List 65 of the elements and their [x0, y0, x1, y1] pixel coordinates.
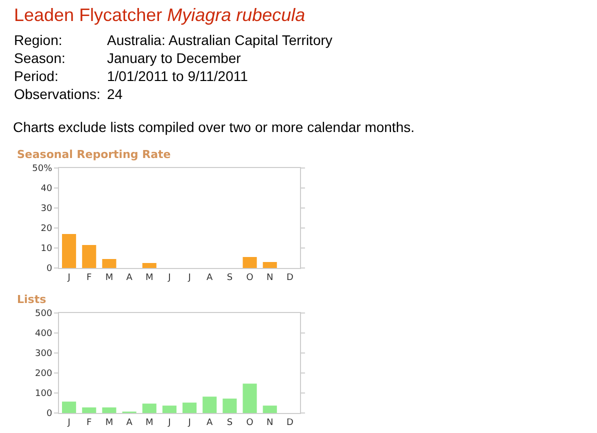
x-tick-label: J — [167, 418, 171, 428]
x-tick-label: M — [105, 418, 114, 428]
y-tick-label: 50% — [32, 164, 53, 174]
bar — [162, 406, 176, 413]
bar — [222, 398, 237, 413]
x-tick-label: J — [167, 272, 171, 283]
bar — [142, 404, 156, 413]
text: 24 — [107, 85, 124, 103]
x-tick-label: D — [286, 418, 294, 428]
bar — [102, 259, 116, 268]
y-tick-label: 10 — [40, 244, 52, 254]
y-tick-label: 500 — [35, 309, 52, 320]
x-tick-label: J — [187, 272, 191, 283]
bar — [262, 262, 277, 268]
text: Charts exclude lists compiled over two or more calendar months. — [13, 118, 415, 136]
x-tick-label: A — [126, 418, 134, 428]
y-tick-label: 200 — [35, 369, 52, 380]
x-tick-label: J — [66, 272, 70, 283]
bar — [182, 402, 197, 413]
text: Season: — [14, 49, 66, 67]
x-tick-label: N — [266, 418, 274, 428]
x-tick-label: D — [286, 272, 294, 283]
x-tick-label: F — [86, 418, 92, 428]
text: 1/01/2011 to 9/11/2011 — [107, 67, 249, 85]
bar — [102, 407, 116, 413]
text: Myiagra rubecula — [167, 5, 306, 25]
x-tick-label: F — [86, 272, 92, 283]
x-tick-label: N — [266, 272, 274, 283]
chart-title: Seasonal Reporting Rate — [17, 148, 171, 161]
y-tick-label: 0 — [46, 264, 52, 274]
text: Australia: Australian Capital Territory — [107, 31, 332, 49]
text: Period: — [14, 67, 60, 85]
x-tick-label: S — [226, 418, 233, 428]
x-tick-label: A — [126, 272, 134, 283]
y-tick-label: 100 — [35, 389, 52, 400]
x-tick-label: M — [145, 418, 154, 428]
y-tick-label: 40 — [40, 184, 52, 194]
x-tick-label: M — [145, 272, 154, 283]
x-tick-label: A — [206, 418, 214, 428]
bar — [82, 245, 96, 268]
text: Region: — [14, 31, 64, 49]
y-tick-label: 0 — [46, 409, 52, 420]
y-tick-label: 400 — [35, 329, 52, 340]
text: Leaden Flycatcher — [14, 5, 162, 25]
bar — [242, 257, 257, 268]
bar — [202, 396, 217, 413]
bar — [62, 402, 76, 413]
bar — [242, 384, 257, 413]
x-tick-label: J — [187, 418, 191, 428]
x-tick-label: M — [105, 272, 114, 283]
bar — [82, 407, 96, 413]
x-tick-label: S — [226, 272, 233, 283]
bar — [62, 234, 76, 268]
x-tick-label: A — [206, 272, 214, 283]
x-tick-label: O — [246, 272, 254, 283]
chart-title: Lists — [17, 292, 47, 306]
y-tick-label: 20 — [40, 224, 52, 234]
y-tick-label: 30 — [40, 204, 52, 214]
bar — [142, 263, 156, 268]
bar — [262, 406, 277, 413]
y-tick-label: 300 — [35, 349, 52, 360]
text: Observations: — [14, 85, 102, 103]
text: January to December — [107, 49, 242, 67]
x-tick-label: O — [246, 418, 254, 428]
x-tick-label: J — [66, 418, 70, 428]
